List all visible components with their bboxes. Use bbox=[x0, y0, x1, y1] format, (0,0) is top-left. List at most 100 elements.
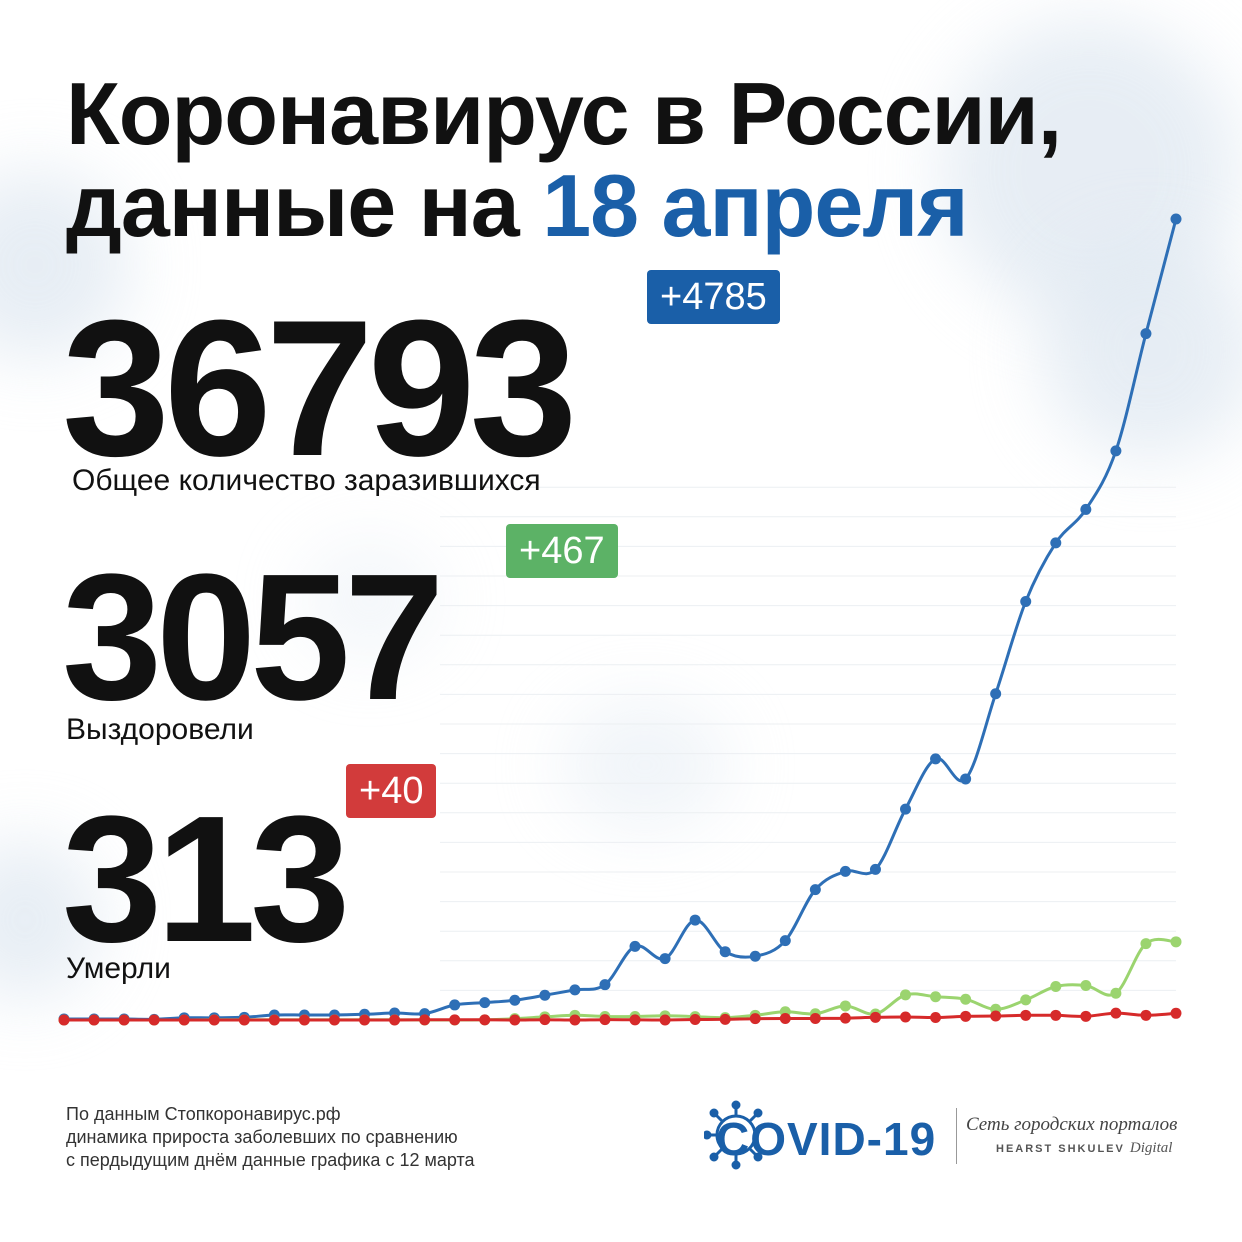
deaths-series-point bbox=[719, 1013, 731, 1025]
chart-series bbox=[58, 213, 1182, 1026]
infected-series-point bbox=[869, 863, 881, 875]
deaths-series-point bbox=[238, 1014, 250, 1026]
recovered-series-point bbox=[930, 991, 942, 1003]
infected-series-point bbox=[629, 940, 641, 952]
source-note-line: с пердыдущим днём данные графика с 12 ма… bbox=[66, 1150, 475, 1170]
infected-series-point bbox=[930, 753, 942, 765]
infected-delta-badge: +4785 bbox=[647, 270, 780, 324]
covid-logo-text: COVID-19 bbox=[716, 1113, 937, 1165]
deaths-series-point bbox=[1020, 1009, 1032, 1021]
deaths-series-point bbox=[208, 1014, 220, 1026]
infected-series-point bbox=[839, 865, 851, 877]
recovered-label: Выздоровели bbox=[66, 713, 254, 746]
infected-series-point bbox=[599, 979, 611, 991]
infected-series-point bbox=[900, 803, 912, 815]
deaths-total: 313 bbox=[62, 779, 350, 980]
infected-series-point bbox=[809, 884, 821, 896]
recovered-series-point bbox=[1140, 938, 1152, 950]
deaths-series-point bbox=[389, 1014, 401, 1026]
deaths-label: Умерли bbox=[66, 952, 171, 985]
infected-series-point bbox=[1110, 445, 1122, 457]
deaths-series-point bbox=[359, 1014, 371, 1026]
portal-network-name: Сеть городских порталов bbox=[966, 1114, 1178, 1135]
deaths-series-point bbox=[659, 1014, 671, 1026]
deaths-series-point bbox=[900, 1011, 912, 1023]
infected-series-point bbox=[689, 914, 701, 926]
deaths-series-point bbox=[88, 1014, 100, 1026]
source-note-line: динамика прироста заболевших по сравнени… bbox=[66, 1127, 458, 1147]
infected-series-point bbox=[779, 935, 791, 947]
infected-series-point bbox=[479, 997, 491, 1009]
infected-series-point bbox=[1140, 328, 1152, 340]
brand-name: HEARST SHKULEV Digital bbox=[996, 1140, 1172, 1157]
infected-series-point bbox=[569, 984, 581, 996]
deaths-series-point bbox=[1170, 1007, 1182, 1019]
infected-series-point bbox=[659, 953, 671, 965]
infected-series-point bbox=[1080, 503, 1092, 515]
deaths-series-point bbox=[960, 1010, 972, 1022]
infected-series-point bbox=[719, 946, 731, 958]
recovered-series-point bbox=[1020, 994, 1032, 1006]
title-prefix: данные на bbox=[66, 156, 543, 255]
deaths-series-point bbox=[749, 1013, 761, 1025]
logo-divider bbox=[956, 1108, 957, 1164]
brand-suffix: Digital bbox=[1129, 1140, 1173, 1156]
background-blob bbox=[560, 700, 730, 830]
deaths-series-point bbox=[1080, 1010, 1092, 1022]
virus-icon bbox=[704, 1100, 763, 1170]
brand-main: HEARST SHKULEV bbox=[996, 1143, 1125, 1155]
source-note-line: По данным Стопкоронавирус.рф bbox=[66, 1104, 341, 1124]
recovered-series-point bbox=[900, 989, 912, 1001]
deaths-series-point bbox=[479, 1014, 491, 1026]
infected-series-point bbox=[960, 773, 972, 785]
infected-series-point bbox=[509, 994, 521, 1006]
deaths-series-point bbox=[148, 1014, 160, 1026]
deaths-series-point bbox=[689, 1013, 701, 1025]
deaths-series-point bbox=[839, 1012, 851, 1024]
infected-series-point bbox=[1050, 537, 1062, 549]
page-title-line1: Коронавирус в России, bbox=[66, 64, 1062, 163]
background-blob bbox=[300, 540, 440, 660]
recovered-series-point bbox=[960, 993, 972, 1005]
recovered-series-point bbox=[839, 1000, 851, 1012]
recovered-series-point bbox=[1110, 987, 1122, 999]
recovered-total: 3057 bbox=[62, 537, 444, 738]
deaths-series-point bbox=[58, 1014, 70, 1026]
deaths-series-point bbox=[1050, 1009, 1062, 1021]
infected-series-point bbox=[749, 950, 761, 962]
chart-grid bbox=[440, 486, 1176, 991]
deaths-series-point bbox=[298, 1014, 310, 1026]
deaths-series-point bbox=[599, 1014, 611, 1026]
deaths-series-point bbox=[809, 1012, 821, 1024]
infected-series-point bbox=[990, 688, 1002, 700]
deaths-series-point bbox=[509, 1014, 521, 1026]
deaths-series-point bbox=[869, 1011, 881, 1023]
deaths-series-point bbox=[779, 1012, 791, 1024]
deaths-series-point bbox=[930, 1011, 942, 1023]
deaths-series-point bbox=[178, 1014, 190, 1026]
deaths-series-point bbox=[1140, 1009, 1152, 1021]
deaths-series-point bbox=[268, 1014, 280, 1026]
page-title-line2: данные на 18 апреля bbox=[66, 162, 969, 250]
infected-label: Общее количество заразившихся bbox=[72, 464, 541, 497]
infected-series-point bbox=[449, 999, 461, 1011]
infected-series-point bbox=[539, 989, 551, 1001]
deaths-series-point bbox=[569, 1014, 581, 1026]
deaths-series-point bbox=[449, 1014, 461, 1026]
deaths-series-point bbox=[990, 1010, 1002, 1022]
infected-series-point bbox=[1170, 213, 1182, 225]
source-note: По данным Стопкоронавирус.рф динамика пр… bbox=[66, 1103, 626, 1172]
deaths-series-point bbox=[328, 1014, 340, 1026]
deaths-series-point bbox=[419, 1014, 431, 1026]
deaths-series-point bbox=[1110, 1007, 1122, 1019]
infected-series-point bbox=[1020, 596, 1032, 608]
recovered-series-point bbox=[1050, 981, 1062, 993]
recovered-series-point bbox=[1080, 980, 1092, 992]
recovered-series-point bbox=[1170, 936, 1182, 948]
infected-total: 36793 bbox=[62, 280, 577, 497]
deaths-series-point bbox=[539, 1014, 551, 1026]
title-date: 18 апреля bbox=[542, 156, 968, 255]
deaths-series-point bbox=[118, 1014, 130, 1026]
recovered-delta-badge: +467 bbox=[506, 524, 618, 578]
